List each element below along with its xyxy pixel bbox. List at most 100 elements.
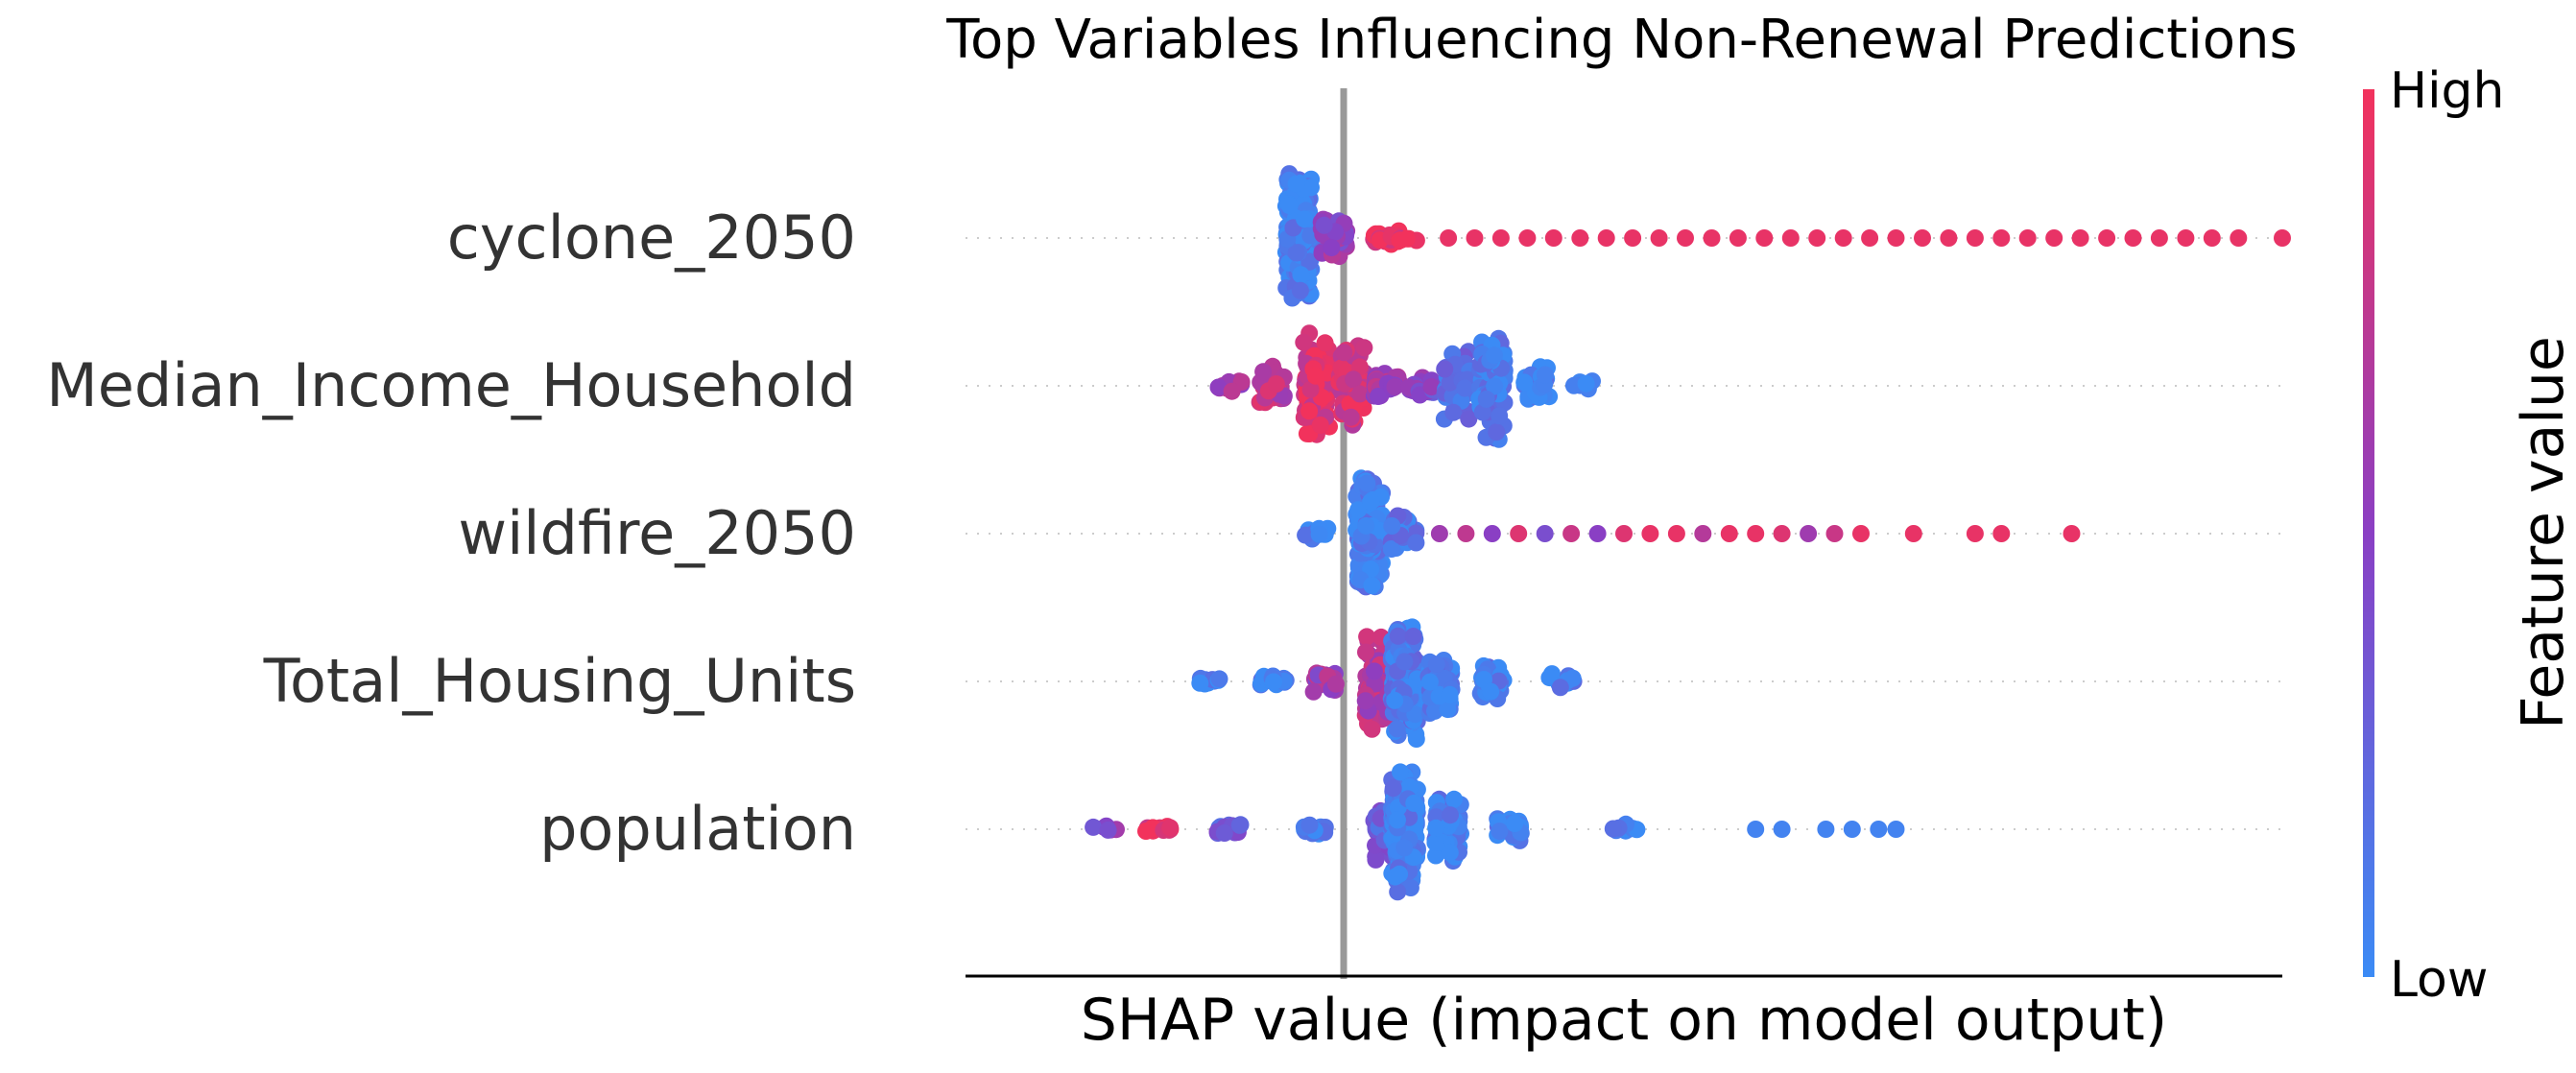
shap-point	[1358, 628, 1376, 646]
colorbar	[2363, 89, 2374, 977]
shap-point	[1326, 675, 1345, 693]
shap-point	[1562, 525, 1581, 542]
shap-point	[2063, 525, 2081, 542]
shap-point	[1363, 577, 1381, 595]
shap-point	[1781, 229, 1800, 247]
shap-point	[1992, 229, 2011, 247]
shap-point	[1386, 378, 1404, 395]
shap-point	[1287, 175, 1305, 193]
shap-point	[1366, 662, 1383, 680]
shap-point	[1483, 525, 1501, 542]
shap-point	[1304, 682, 1323, 701]
shap-point	[1161, 819, 1180, 837]
shap-point	[1473, 403, 1491, 421]
shap-point	[1384, 779, 1402, 798]
shap-point	[1482, 682, 1500, 701]
shap-point	[1773, 525, 1791, 542]
shap-point	[1486, 377, 1504, 395]
shap-point	[1342, 408, 1360, 426]
shap-point	[1407, 534, 1425, 552]
shap-point	[1323, 239, 1341, 257]
shap-point	[1357, 516, 1375, 535]
shap-point	[1852, 525, 1870, 542]
shap-point	[1295, 333, 1313, 351]
shap-point	[1382, 540, 1400, 558]
x-axis-label: SHAP value (impact on model output)	[1081, 987, 2167, 1054]
shap-point	[1265, 673, 1282, 691]
shap-point	[1588, 525, 1607, 542]
shap-point	[1551, 679, 1569, 697]
shap-point	[1563, 669, 1582, 687]
shap-point	[1292, 266, 1310, 284]
shap-point	[2230, 229, 2248, 247]
shap-point	[1315, 216, 1333, 234]
shap-point	[1491, 823, 1509, 841]
shap-point	[1395, 653, 1414, 671]
shap-point	[1085, 818, 1103, 836]
shap-point	[1363, 720, 1381, 738]
shap-point	[1755, 229, 1774, 247]
shap-point	[1389, 883, 1407, 901]
shap-point	[1694, 525, 1712, 542]
feature-label-wildfire-2050: wildfire_2050	[458, 498, 856, 568]
shap-point	[2124, 229, 2142, 247]
shap-point	[1506, 815, 1524, 833]
shap-point	[1392, 763, 1409, 781]
shap-point	[1296, 210, 1314, 228]
shap-point	[2274, 229, 2291, 247]
shap-point	[1914, 229, 1931, 247]
shap-point	[1311, 417, 1329, 434]
shap-point	[1267, 375, 1285, 393]
shap-point	[1310, 525, 1328, 543]
shap-point	[1362, 492, 1380, 511]
shap-point	[1515, 373, 1534, 392]
shap-point	[1571, 229, 1589, 247]
shap-point	[2098, 229, 2116, 247]
shap-point	[1604, 820, 1622, 838]
shap-point	[1817, 821, 1835, 838]
shap-point	[1966, 229, 1984, 247]
shap-point	[1426, 834, 1444, 851]
shap-point	[1486, 346, 1503, 365]
shap-point	[1405, 794, 1423, 812]
shap-point	[1345, 370, 1363, 389]
feature-labels: cyclone_2050 Median_Income_Householdwildf…	[46, 203, 856, 864]
shap-point	[1223, 382, 1241, 400]
shap-point	[1383, 517, 1401, 535]
shap-point	[1316, 334, 1334, 352]
shap-point	[1436, 360, 1454, 378]
shap-points	[1085, 165, 2291, 901]
shap-point	[1441, 844, 1459, 862]
shap-point	[2177, 229, 2195, 247]
shap-point	[1843, 821, 1861, 838]
shap-point	[1355, 339, 1373, 357]
shap-point	[1641, 525, 1659, 542]
shap-point	[1536, 525, 1554, 542]
shap-point	[1389, 811, 1406, 829]
shap-point	[1280, 197, 1299, 215]
shap-point	[1350, 385, 1369, 403]
shap-point	[1391, 865, 1409, 883]
shap-point	[2150, 229, 2168, 247]
shap-point	[1510, 525, 1528, 542]
shap-point	[1615, 525, 1633, 542]
shap-point	[1904, 525, 1922, 542]
shap-point	[1306, 367, 1324, 385]
shap-point	[1577, 374, 1595, 393]
shap-point	[1650, 229, 1668, 247]
shap-point	[1395, 839, 1414, 857]
shap-point	[1291, 281, 1309, 299]
shap-point	[1191, 674, 1209, 692]
shap-point	[1427, 656, 1445, 674]
shap-point	[1800, 525, 1818, 542]
shap-point	[1388, 720, 1406, 738]
shap-point	[1210, 670, 1228, 688]
shap-point	[1992, 525, 2011, 542]
shap-point	[1456, 379, 1474, 397]
shap-point	[1887, 229, 1905, 247]
feature-label-cyclone-2050: cyclone_2050	[447, 203, 856, 273]
shap-point	[1099, 821, 1117, 839]
shap-point	[1401, 879, 1419, 896]
shap-point	[1427, 819, 1445, 837]
